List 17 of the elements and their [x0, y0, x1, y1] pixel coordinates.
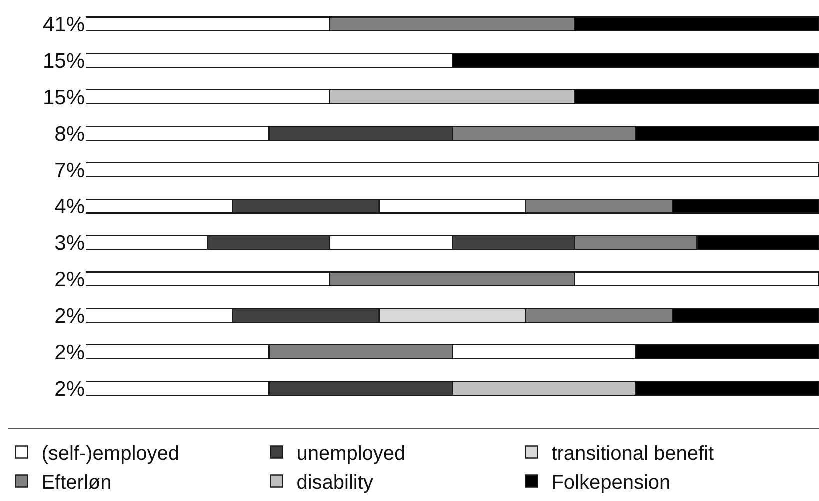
y-tick-label: 7% [54, 159, 85, 182]
y-tick-label: 3% [54, 232, 85, 256]
y-tick-label: 4% [54, 196, 85, 219]
y-tick-label: 8% [54, 122, 85, 146]
y-tick-label: 2% [54, 378, 85, 401]
y-tick-label: 2% [54, 304, 85, 328]
legend-label: Folkepension [552, 472, 671, 494]
y-tick-label: 41% [42, 14, 85, 37]
legend-label: disability [296, 472, 374, 494]
y-tick-label: 2% [54, 341, 85, 364]
legend-label: (self-)employed [42, 443, 180, 466]
y-tick-label: 2% [54, 268, 85, 292]
y-tick-label: 15% [42, 50, 85, 73]
legend-label: transitional benefit [552, 443, 714, 466]
legend-label: Efterløn [42, 472, 112, 494]
legend-label: unemployed [296, 443, 406, 466]
y-tick-label: 15% [42, 86, 85, 110]
